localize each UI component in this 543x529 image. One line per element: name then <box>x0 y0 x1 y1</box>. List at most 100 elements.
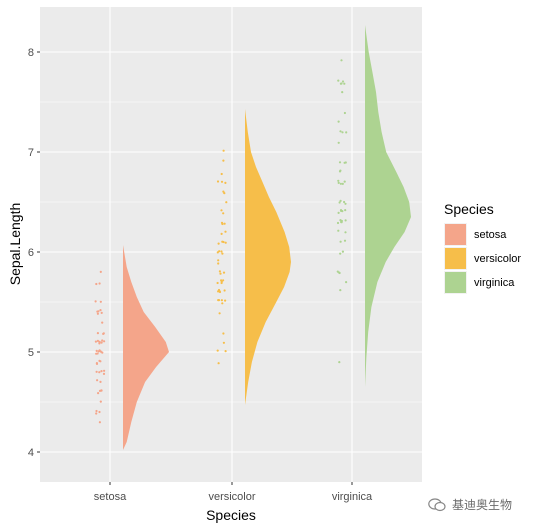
point-virginica <box>337 79 340 82</box>
point-versicolor <box>222 271 226 274</box>
point-versicolor <box>217 299 220 302</box>
point-versicolor <box>217 242 220 245</box>
y-tick-label: 7 <box>28 147 34 159</box>
point-versicolor <box>223 289 226 292</box>
point-versicolor <box>220 281 223 285</box>
point-versicolor <box>224 241 227 244</box>
point-virginica <box>339 199 342 202</box>
point-setosa <box>94 300 97 303</box>
point-setosa <box>100 311 103 314</box>
point-setosa <box>101 321 104 324</box>
y-axis: 4 5 6 7 8 <box>28 47 40 459</box>
point-virginica <box>345 131 348 134</box>
point-virginica <box>337 141 340 144</box>
point-virginica <box>343 161 346 164</box>
point-virginica <box>337 120 340 123</box>
watermark-text: 基迪奥生物 <box>452 498 513 512</box>
y-tick-label: 4 <box>28 447 34 459</box>
point-virginica <box>341 80 345 83</box>
grid-lines <box>40 7 422 482</box>
point-setosa <box>100 389 103 392</box>
point-virginica <box>345 281 348 284</box>
point-setosa <box>95 362 98 365</box>
x-tick-label: versicolor <box>208 491 255 503</box>
point-setosa <box>98 349 101 352</box>
data-points <box>94 59 348 424</box>
point-setosa <box>99 270 102 273</box>
plot-panel <box>40 7 422 482</box>
point-setosa <box>103 340 106 343</box>
point-versicolor <box>220 172 223 176</box>
violin-virginica <box>365 25 411 387</box>
point-versicolor <box>220 299 223 302</box>
y-tick-label: 6 <box>28 247 34 259</box>
point-virginica <box>339 130 342 133</box>
point-virginica <box>339 289 342 292</box>
legend-key-setosa <box>445 224 466 245</box>
point-versicolor <box>223 192 226 195</box>
point-setosa <box>98 421 101 424</box>
point-setosa <box>98 342 101 345</box>
point-versicolor <box>216 180 220 183</box>
point-virginica <box>338 161 342 164</box>
point-versicolor <box>216 251 219 254</box>
y-tick-label: 5 <box>28 347 34 359</box>
point-virginica <box>341 250 344 253</box>
point-virginica <box>343 82 346 85</box>
wechat-icon <box>428 497 446 512</box>
point-versicolor <box>220 209 223 212</box>
point-setosa <box>99 300 102 303</box>
point-virginica <box>337 211 340 214</box>
point-versicolor <box>216 349 219 352</box>
point-setosa <box>101 351 104 354</box>
point-setosa <box>95 412 98 415</box>
x-axis: setosa versicolor virginica <box>94 482 373 503</box>
point-versicolor <box>217 288 221 292</box>
point-setosa <box>103 369 106 372</box>
point-versicolor <box>222 212 225 215</box>
violins <box>123 25 411 450</box>
point-versicolor <box>220 232 223 235</box>
point-setosa <box>99 309 102 312</box>
legend-title: Species <box>444 201 494 217</box>
point-versicolor <box>224 181 227 184</box>
point-setosa <box>96 339 99 342</box>
point-versicolor <box>217 362 220 365</box>
point-setosa <box>100 370 103 373</box>
point-setosa <box>100 341 103 344</box>
point-virginica <box>343 200 346 204</box>
point-virginica <box>340 221 343 224</box>
point-virginica <box>339 169 342 172</box>
point-setosa <box>95 349 98 352</box>
point-virginica <box>339 240 342 243</box>
point-versicolor <box>222 149 225 152</box>
point-setosa <box>102 372 106 375</box>
point-versicolor <box>225 201 228 204</box>
point-virginica <box>341 210 344 213</box>
y-tick-label: 8 <box>28 47 34 59</box>
point-virginica <box>340 82 343 85</box>
point-virginica <box>340 59 343 62</box>
point-setosa <box>99 400 102 403</box>
point-setosa <box>96 379 99 382</box>
point-setosa <box>98 340 101 343</box>
point-setosa <box>96 310 99 313</box>
point-versicolor <box>222 341 225 344</box>
point-setosa <box>97 392 100 395</box>
point-versicolor <box>221 222 224 226</box>
point-virginica <box>339 252 342 255</box>
legend-label: versicolor <box>474 253 521 265</box>
point-virginica <box>338 201 341 204</box>
point-virginica <box>343 180 346 183</box>
legend-key-versicolor <box>445 248 466 269</box>
point-virginica <box>344 219 347 222</box>
point-versicolor <box>218 270 221 273</box>
point-setosa <box>99 380 102 383</box>
point-setosa <box>95 370 98 373</box>
point-virginica <box>343 111 346 115</box>
point-versicolor <box>222 279 225 282</box>
point-versicolor <box>220 250 223 253</box>
point-versicolor <box>217 262 220 265</box>
point-setosa <box>96 352 99 355</box>
